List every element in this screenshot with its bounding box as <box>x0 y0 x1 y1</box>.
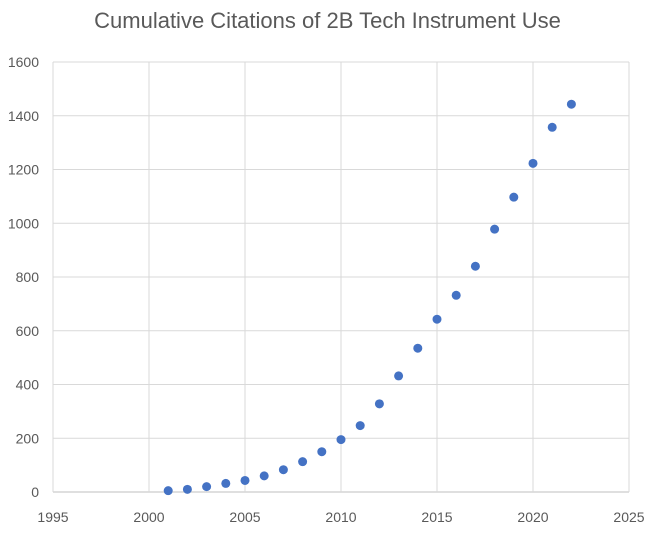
y-tick-label: 400 <box>16 377 40 393</box>
x-tick-label: 2010 <box>325 509 356 525</box>
x-tick-label: 2020 <box>517 509 548 525</box>
data-point <box>221 478 231 488</box>
data-point <box>163 486 173 496</box>
data-point <box>355 421 365 431</box>
data-point <box>182 484 192 494</box>
data-point <box>317 447 327 457</box>
y-tick-label: 800 <box>16 269 40 285</box>
x-tick-label: 2025 <box>613 509 644 525</box>
y-tick-label: 1000 <box>8 215 39 231</box>
data-point <box>432 314 442 324</box>
data-point <box>470 261 480 271</box>
data-point <box>394 371 404 381</box>
y-tick-label: 1400 <box>8 108 39 124</box>
y-tick-label: 200 <box>16 430 40 446</box>
y-tick-label: 0 <box>31 484 39 500</box>
y-tick-label: 1600 <box>8 54 39 70</box>
data-point <box>278 465 288 475</box>
data-point <box>413 343 423 353</box>
x-tick-label: 2005 <box>229 509 260 525</box>
data-point <box>202 482 212 492</box>
data-point <box>547 122 557 132</box>
data-point <box>509 192 519 202</box>
data-point <box>566 99 576 109</box>
data-point <box>374 399 384 409</box>
x-tick-label: 2015 <box>421 509 452 525</box>
data-point <box>259 471 269 481</box>
y-tick-label: 600 <box>16 323 40 339</box>
chart-title: Cumulative Citations of 2B Tech Instrume… <box>94 8 561 33</box>
data-point <box>336 435 346 445</box>
data-point <box>528 158 538 168</box>
data-point <box>451 290 461 300</box>
data-point <box>240 475 250 485</box>
y-tick-label: 1200 <box>8 162 39 178</box>
x-tick-label: 1995 <box>37 509 68 525</box>
x-tick-label: 2000 <box>133 509 164 525</box>
data-point <box>298 457 308 467</box>
data-point <box>490 224 500 234</box>
